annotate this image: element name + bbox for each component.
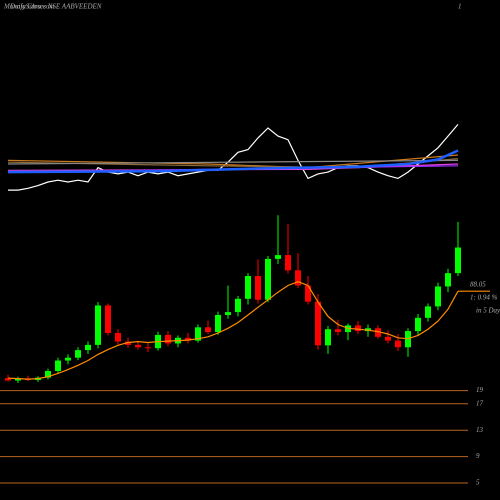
candle-body [425,306,431,318]
indicator-line [7,163,459,171]
watermark: MunafaSutra.com [3,3,54,11]
candle-body [125,341,131,345]
candle-body [435,286,441,307]
candle-body [185,337,191,341]
candle-body [105,305,111,333]
candle-body [85,344,91,351]
candle-body [115,333,121,342]
candle-body [275,255,281,259]
candle-body [285,255,291,271]
level-label: 9 [476,452,480,460]
candle-body [205,327,211,333]
candle-body [335,329,341,333]
candle-body [395,340,401,348]
candle-body [305,285,311,302]
candle-body [145,347,151,349]
last-price: 88.05 [470,281,486,289]
candle-body [445,273,451,287]
change: 1: 0.94 % [470,294,498,302]
candle-body [355,325,361,332]
corner-label: 1 [458,3,462,11]
candle-body [245,276,251,299]
candle-body [215,314,221,333]
indicator-line [8,124,459,191]
chart-title: Daily Closes NSE AABVEEDEN [9,3,102,11]
level-label: 5 [476,479,480,487]
candle-body [45,371,51,378]
candle-body [315,301,321,346]
candle-body [385,336,391,341]
period: in 5 Days [476,307,500,315]
candle-body [295,270,301,286]
candle-body [15,378,21,381]
candle-body [135,344,141,348]
level-label: 17 [476,399,484,407]
candle-body [5,378,11,381]
candle-body [265,258,271,300]
candle-body [75,350,81,358]
indicator-line [7,159,459,165]
candle-body [165,334,171,344]
candle-body [255,276,261,300]
candle-body [415,317,421,332]
candle-body [225,312,231,315]
candle-body [325,329,331,346]
candle-body [55,360,61,371]
moving-average [7,281,459,380]
candle-body [95,305,101,345]
level-label: 19 [476,386,484,394]
candle-body [235,298,241,313]
candle-body [195,327,201,341]
indicator-line [7,149,459,174]
candle-body [65,357,71,361]
candle-body [375,328,381,337]
candle-body [455,247,461,274]
level-label: 13 [476,426,484,434]
